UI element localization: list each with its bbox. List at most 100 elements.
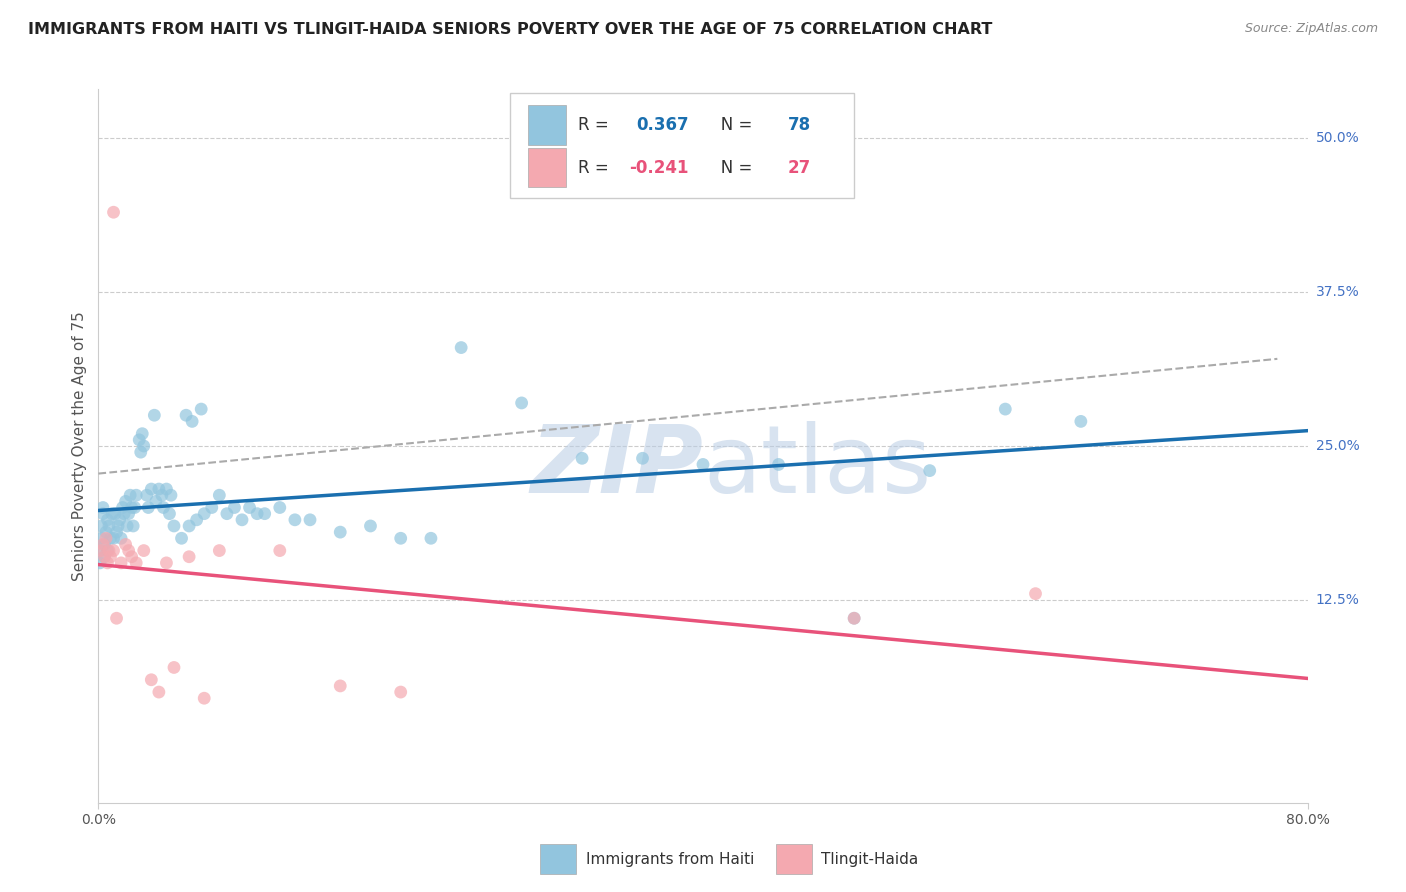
- Point: [155, 556, 177, 570]
- Point: [121, 549, 143, 564]
- Point: [179, 549, 201, 564]
- Point: [125, 488, 148, 502]
- Point: [360, 519, 382, 533]
- Point: [231, 513, 253, 527]
- Point: [179, 519, 201, 533]
- Point: [994, 402, 1017, 417]
- Point: [159, 507, 181, 521]
- Point: [208, 543, 231, 558]
- Point: [105, 525, 128, 540]
- Point: [98, 543, 121, 558]
- Text: R =: R =: [578, 116, 614, 134]
- Point: [143, 409, 166, 423]
- Point: [114, 537, 136, 551]
- Point: [450, 341, 472, 355]
- Point: [768, 458, 790, 472]
- Point: [128, 433, 150, 447]
- Point: [224, 500, 246, 515]
- Point: [170, 531, 193, 545]
- Point: [150, 488, 173, 502]
- FancyBboxPatch shape: [527, 148, 567, 187]
- Point: [253, 507, 276, 521]
- Point: [89, 543, 111, 558]
- Point: [118, 543, 141, 558]
- Point: [141, 673, 163, 687]
- Point: [269, 500, 291, 515]
- Point: [131, 426, 153, 441]
- Point: [269, 543, 291, 558]
- Text: Source: ZipAtlas.com: Source: ZipAtlas.com: [1244, 22, 1378, 36]
- Point: [108, 513, 131, 527]
- Point: [844, 611, 866, 625]
- Text: ZIP: ZIP: [530, 421, 703, 514]
- Point: [152, 500, 174, 515]
- Point: [93, 537, 115, 551]
- Point: [329, 679, 352, 693]
- Point: [299, 513, 322, 527]
- Point: [121, 500, 143, 515]
- Text: 50.0%: 50.0%: [1316, 131, 1360, 145]
- Point: [208, 488, 231, 502]
- Point: [94, 531, 117, 545]
- Point: [94, 525, 117, 540]
- Point: [101, 507, 124, 521]
- Point: [389, 685, 412, 699]
- Point: [93, 549, 115, 564]
- Point: [132, 543, 155, 558]
- Point: [145, 494, 167, 508]
- Text: N =: N =: [706, 116, 758, 134]
- Point: [389, 531, 412, 545]
- Point: [129, 445, 152, 459]
- Point: [186, 513, 208, 527]
- Point: [148, 685, 170, 699]
- Point: [110, 556, 132, 570]
- Point: [111, 500, 134, 515]
- Point: [122, 519, 145, 533]
- Text: 78: 78: [787, 116, 811, 134]
- Point: [692, 458, 714, 472]
- Point: [90, 531, 112, 545]
- Point: [193, 691, 215, 706]
- Text: 0.367: 0.367: [637, 116, 689, 134]
- Point: [104, 507, 127, 521]
- FancyBboxPatch shape: [527, 105, 567, 145]
- Text: -0.241: -0.241: [630, 159, 689, 177]
- Point: [215, 507, 238, 521]
- FancyBboxPatch shape: [776, 844, 811, 874]
- Point: [181, 414, 204, 428]
- Point: [420, 531, 443, 545]
- Text: 27: 27: [787, 159, 811, 177]
- Point: [100, 531, 122, 545]
- Point: [571, 451, 593, 466]
- Point: [510, 396, 533, 410]
- Point: [239, 500, 262, 515]
- Point: [1070, 414, 1092, 428]
- Point: [844, 611, 866, 625]
- Point: [135, 488, 157, 502]
- FancyBboxPatch shape: [509, 93, 855, 198]
- Text: Tlingit-Haida: Tlingit-Haida: [821, 852, 918, 867]
- Point: [90, 519, 112, 533]
- Text: 25.0%: 25.0%: [1316, 439, 1360, 453]
- Point: [148, 482, 170, 496]
- Point: [91, 537, 114, 551]
- Point: [163, 660, 186, 674]
- Point: [89, 556, 111, 570]
- Point: [103, 205, 125, 219]
- Point: [174, 409, 197, 423]
- Y-axis label: Seniors Poverty Over the Age of 75: Seniors Poverty Over the Age of 75: [72, 311, 87, 581]
- Point: [124, 500, 146, 515]
- Text: N =: N =: [706, 159, 758, 177]
- Point: [112, 507, 135, 521]
- Text: atlas: atlas: [703, 421, 931, 514]
- Text: 37.5%: 37.5%: [1316, 285, 1360, 299]
- Point: [284, 513, 307, 527]
- Point: [96, 556, 118, 570]
- Point: [132, 439, 155, 453]
- Point: [103, 543, 125, 558]
- Point: [155, 482, 177, 496]
- Point: [107, 519, 129, 533]
- Point: [631, 451, 654, 466]
- Point: [110, 531, 132, 545]
- Text: IMMIGRANTS FROM HAITI VS TLINGIT-HAIDA SENIORS POVERTY OVER THE AGE OF 75 CORREL: IMMIGRANTS FROM HAITI VS TLINGIT-HAIDA S…: [28, 22, 993, 37]
